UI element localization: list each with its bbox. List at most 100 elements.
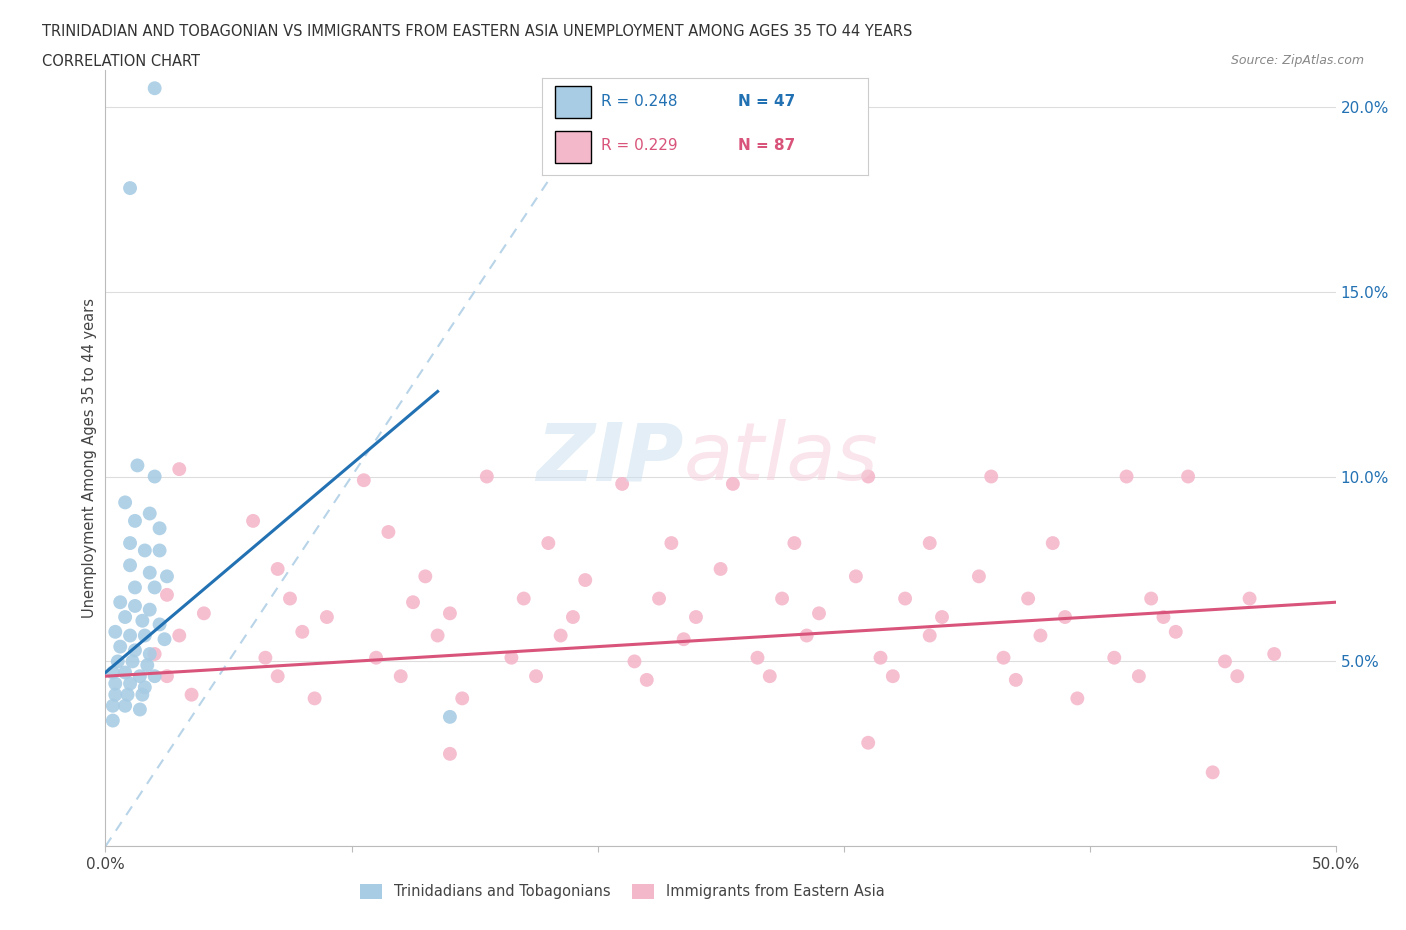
Point xyxy=(636,672,658,687)
Point xyxy=(845,569,868,584)
Point xyxy=(402,595,425,610)
Point xyxy=(114,609,136,624)
Point xyxy=(550,628,572,643)
Point xyxy=(138,565,162,580)
Point xyxy=(143,469,166,484)
Point xyxy=(120,676,141,691)
Point xyxy=(426,628,449,643)
Point xyxy=(138,603,162,618)
Point xyxy=(149,617,172,631)
Point xyxy=(134,628,156,643)
Point xyxy=(1017,591,1039,606)
Point xyxy=(124,580,146,595)
Point xyxy=(101,665,124,680)
Point xyxy=(124,599,146,614)
Point xyxy=(156,588,179,603)
Point xyxy=(882,669,904,684)
Point xyxy=(1164,624,1187,639)
Point xyxy=(439,710,461,724)
Point xyxy=(648,591,671,606)
Point xyxy=(1263,646,1285,661)
Point xyxy=(267,669,290,684)
Point xyxy=(110,639,132,654)
Point xyxy=(169,461,191,476)
Point xyxy=(254,650,277,665)
Point xyxy=(759,669,782,684)
Text: atlas: atlas xyxy=(683,419,879,497)
Point xyxy=(131,613,153,628)
Point xyxy=(710,562,733,577)
Point xyxy=(513,591,536,606)
Point xyxy=(143,81,166,96)
Point xyxy=(114,495,136,510)
Point xyxy=(149,543,172,558)
Point xyxy=(114,698,136,713)
Point xyxy=(993,650,1015,665)
Point xyxy=(101,698,124,713)
Point xyxy=(124,643,146,658)
Point xyxy=(107,654,129,669)
Point xyxy=(120,628,141,643)
Point xyxy=(807,606,830,621)
Point xyxy=(291,624,314,639)
Point xyxy=(143,646,166,661)
Point xyxy=(1066,691,1088,706)
Point xyxy=(1102,650,1125,665)
Point xyxy=(124,513,146,528)
Text: ZIP: ZIP xyxy=(536,419,683,497)
Point xyxy=(451,691,474,706)
Point xyxy=(267,562,290,577)
Point xyxy=(304,691,326,706)
Point xyxy=(138,646,162,661)
Point xyxy=(796,628,818,643)
Point xyxy=(980,469,1002,484)
Point xyxy=(104,624,127,639)
Point xyxy=(1042,536,1064,551)
Point xyxy=(1177,469,1199,484)
Point xyxy=(672,631,695,646)
Point xyxy=(858,469,880,484)
Point xyxy=(623,654,645,669)
Point xyxy=(156,669,179,684)
Point xyxy=(770,591,793,606)
Point xyxy=(439,606,461,621)
Point xyxy=(193,606,215,621)
Point xyxy=(967,569,990,584)
Point xyxy=(1128,669,1150,684)
Point xyxy=(1202,764,1225,779)
Point xyxy=(931,609,953,624)
Point xyxy=(661,536,683,551)
Point xyxy=(475,469,498,484)
Point xyxy=(315,609,337,624)
Point xyxy=(138,506,162,521)
Point xyxy=(918,536,941,551)
Point xyxy=(377,525,399,539)
Point xyxy=(524,669,547,684)
Point xyxy=(894,591,917,606)
Point xyxy=(1029,628,1052,643)
Point xyxy=(110,595,132,610)
Point xyxy=(439,747,461,762)
Point xyxy=(562,609,585,624)
Point xyxy=(242,513,264,528)
Point xyxy=(574,573,596,588)
Point xyxy=(747,650,769,665)
Point xyxy=(114,665,136,680)
Point xyxy=(131,687,153,702)
Point xyxy=(153,631,176,646)
Point xyxy=(721,476,744,491)
Point xyxy=(180,687,202,702)
Point xyxy=(120,180,141,195)
Point xyxy=(121,654,143,669)
Point xyxy=(136,658,159,672)
Point xyxy=(104,676,127,691)
Point xyxy=(1054,609,1077,624)
Point xyxy=(127,458,149,472)
Point xyxy=(783,536,806,551)
Point xyxy=(169,628,191,643)
Point xyxy=(278,591,301,606)
Legend: Trinidadians and Tobagonians, Immigrants from Eastern Asia: Trinidadians and Tobagonians, Immigrants… xyxy=(354,878,890,905)
Y-axis label: Unemployment Among Ages 35 to 44 years: Unemployment Among Ages 35 to 44 years xyxy=(82,298,97,618)
Point xyxy=(501,650,523,665)
Point xyxy=(858,736,880,751)
